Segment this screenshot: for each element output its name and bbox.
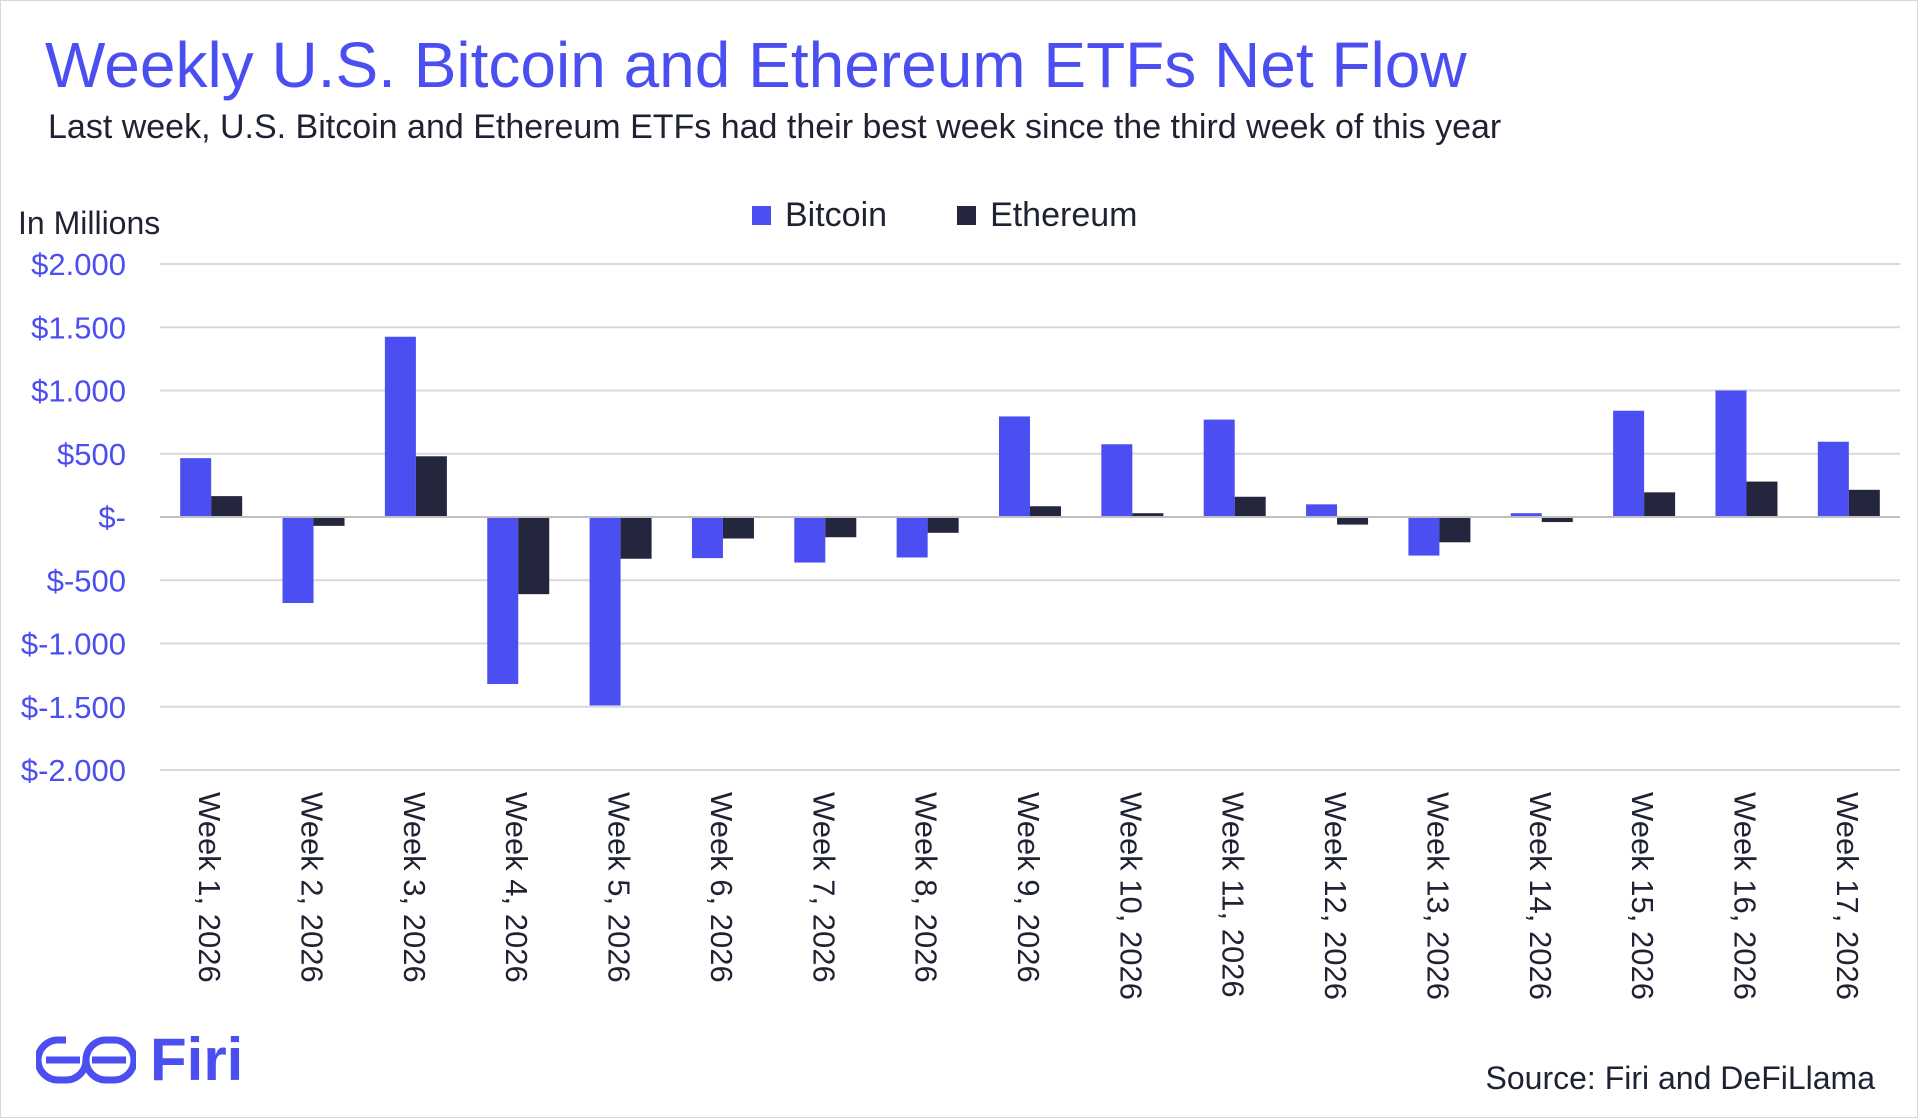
bar-ethereum [1541,517,1573,523]
legend-swatch-bitcoin [752,206,771,225]
y-tick-label: $-1.500 [21,690,126,725]
bar-ethereum [1439,517,1471,543]
x-tick-label: Week 11, 2026 [1216,792,1251,998]
y-axis-label: In Millions [18,205,161,241]
legend: Bitcoin Ethereum [752,196,1137,235]
y-tick-label: $1.000 [31,374,126,409]
bar-ethereum [518,517,550,595]
legend-label-bitcoin: Bitcoin [785,196,888,234]
bar-bitcoin [1203,419,1235,517]
bar-bitcoin [384,336,416,517]
bar-bitcoin [896,517,928,558]
x-tick-label: Week 14, 2026 [1523,792,1558,1000]
bar-bitcoin [1101,444,1133,517]
x-tick-label: Week 9, 2026 [1011,792,1046,983]
bar-ethereum [1030,506,1061,517]
bar-bitcoin [1306,504,1338,517]
bar-ethereum [1337,517,1369,525]
legend-item-bitcoin: Bitcoin [752,196,887,235]
y-tick-label: $- [98,500,126,535]
bar-ethereum [927,517,959,533]
chart-subtitle: Last week, U.S. Bitcoin and Ethereum ETF… [48,108,1502,146]
bar-ethereum [1746,481,1778,517]
x-tick-label: Week 1, 2026 [192,792,227,983]
x-tick-label: Week 12, 2026 [1318,792,1353,1000]
y-tick-label: $500 [57,437,126,472]
legend-swatch-ethereum [957,206,977,225]
bar-bitcoin [999,416,1030,517]
firi-logo-text: Firi [150,1026,244,1093]
x-tick-label: Week 10, 2026 [1113,792,1148,1000]
bar-bitcoin [1408,517,1440,556]
bar-ethereum [825,517,857,538]
x-tick-label: Week 6, 2026 [704,792,739,983]
x-tick-label: Week 4, 2026 [499,792,534,983]
source-note: Source: Firi and DeFiLlama [1485,1060,1875,1096]
legend-label-ethereum: Ethereum [990,196,1138,234]
firi-logo-icon [36,1036,136,1084]
bar-bitcoin [1715,390,1747,517]
bar-bitcoin [794,517,826,563]
bar-ethereum [1644,492,1676,517]
firi-logo: Firi [36,1030,243,1090]
bar-ethereum [1132,513,1164,517]
x-tick-label: Week 8, 2026 [909,792,944,983]
x-tick-label: Week 2, 2026 [295,792,330,983]
bar-bitcoin [180,458,212,517]
y-tick-label: $-500 [47,563,126,598]
x-tick-label: Week 15, 2026 [1625,792,1660,1000]
bar-bitcoin [282,517,314,604]
y-tick-label: $2.000 [31,247,126,282]
y-tick-label: $-1.000 [21,627,126,662]
x-tick-label: Week 7, 2026 [806,792,841,983]
bar-bitcoin [1817,441,1849,517]
x-tick-label: Week 5, 2026 [602,792,637,983]
x-tick-label: Week 17, 2026 [1830,792,1865,1000]
bar-ethereum [211,496,243,517]
bar-ethereum [1848,489,1880,517]
bar-ethereum [1234,496,1266,517]
x-tick-label: Week 3, 2026 [397,792,432,983]
y-tick-label: $1.500 [31,310,126,345]
y-tick-label: $-2.000 [21,753,126,788]
legend-item-ethereum: Ethereum [957,196,1137,235]
bar-ethereum [722,517,754,539]
bar-bitcoin [1613,410,1645,517]
bar-bitcoin [487,517,519,684]
bar-ethereum [415,456,447,517]
bar-bitcoin [691,517,723,559]
bar-bitcoin [1510,513,1542,517]
bar-bitcoin [589,517,621,706]
chart-title: Weekly U.S. Bitcoin and Ethereum ETFs Ne… [45,29,1467,101]
bar-ethereum [620,517,652,559]
x-tick-label: Week 16, 2026 [1727,792,1762,1000]
x-tick-label: Week 13, 2026 [1420,792,1455,1000]
bar-ethereum [313,517,345,526]
